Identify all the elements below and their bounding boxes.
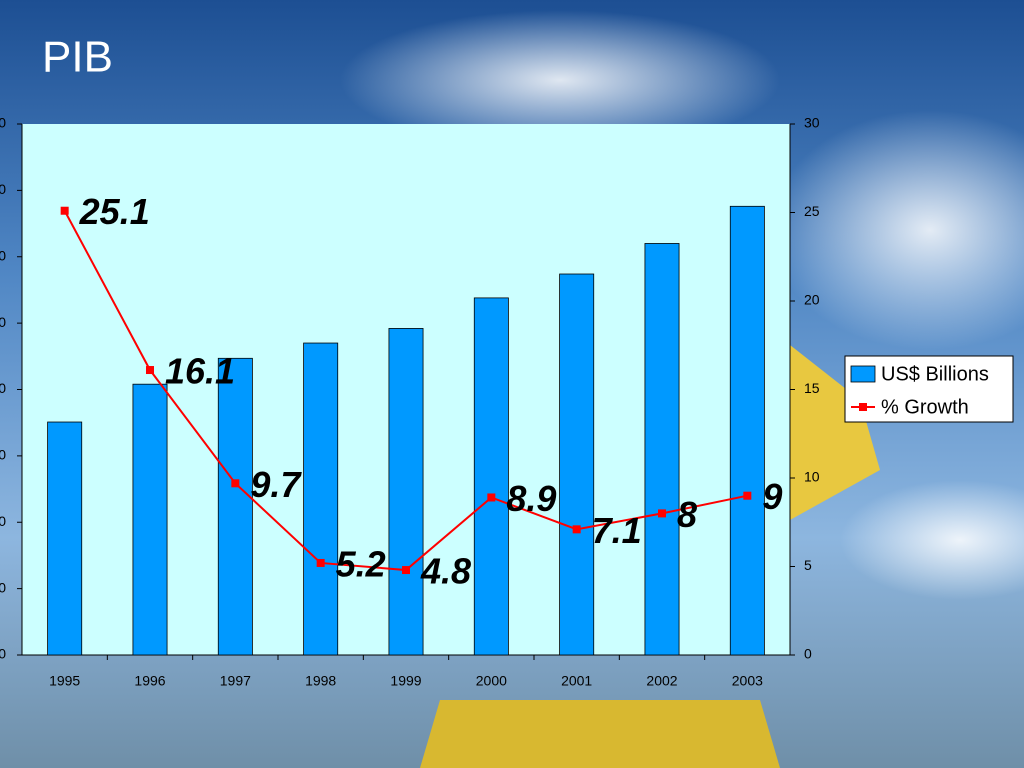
- bar: [644, 243, 680, 656]
- y-tick-label: 500: [0, 314, 6, 330]
- line-marker: [743, 491, 752, 500]
- cloud: [840, 480, 1024, 600]
- y-tick-label: 800: [0, 115, 6, 131]
- y-tick-label: 300: [0, 447, 6, 463]
- line-marker: [316, 558, 325, 567]
- decoration: [790, 345, 880, 520]
- decoration: [420, 700, 780, 768]
- y-tick-label: 600: [0, 247, 6, 263]
- line-marker: [231, 479, 240, 488]
- line-marker: [487, 493, 496, 502]
- y2-tick-label: 25: [804, 203, 820, 219]
- bar: [729, 205, 765, 656]
- x-tick-label: 2001: [561, 673, 592, 689]
- cloud: [770, 110, 1024, 350]
- x-tick-label: 2000: [476, 673, 507, 689]
- y2-tick-label: 5: [804, 557, 812, 573]
- legend-swatch: [850, 365, 876, 383]
- legend-label: US$ Billions: [881, 363, 989, 385]
- data-label: 25.1: [79, 191, 150, 232]
- x-tick-label: 1998: [305, 673, 336, 689]
- y-tick-label: 400: [0, 380, 6, 396]
- y-tick-label: 700: [0, 181, 6, 197]
- x-tick-label: 2003: [732, 673, 763, 689]
- line-marker: [572, 525, 581, 534]
- bar: [47, 421, 83, 656]
- line-marker: [402, 566, 410, 575]
- line-marker: [658, 509, 666, 518]
- y2-tick-label: 10: [804, 469, 820, 485]
- data-label: 7.1: [592, 510, 642, 551]
- bar: [559, 273, 595, 656]
- data-label: 4.8: [420, 551, 471, 592]
- x-tick-label: 1997: [220, 673, 251, 689]
- bar: [303, 342, 339, 656]
- y-tick-label: 0: [0, 646, 6, 662]
- x-tick-label: 1995: [49, 673, 80, 689]
- legend-marker: [859, 403, 867, 411]
- y2-tick-label: 0: [804, 646, 812, 662]
- data-label: 16.1: [165, 351, 235, 392]
- bar: [473, 297, 509, 656]
- line-marker: [60, 206, 69, 215]
- slide-title: PIB: [42, 33, 113, 82]
- data-label: 9.7: [250, 464, 302, 505]
- x-tick-label: 1999: [390, 673, 421, 689]
- y-tick-label: 100: [0, 579, 6, 595]
- cloud: [340, 10, 780, 150]
- data-label: 8: [677, 494, 697, 535]
- x-tick-label: 2002: [646, 673, 677, 689]
- bar: [132, 383, 168, 656]
- line-marker: [146, 366, 154, 375]
- y2-tick-label: 15: [804, 380, 820, 396]
- data-label: 9: [762, 476, 782, 517]
- x-tick-label: 1996: [134, 673, 165, 689]
- y2-tick-label: 20: [804, 292, 820, 308]
- data-label: 8.9: [506, 478, 556, 519]
- y2-tick-label: 30: [804, 115, 820, 131]
- bar: [388, 328, 424, 656]
- y-tick-label: 200: [0, 513, 6, 529]
- data-label: 5.2: [336, 543, 386, 584]
- bar: [217, 357, 253, 656]
- legend-label: % Growth: [881, 396, 969, 418]
